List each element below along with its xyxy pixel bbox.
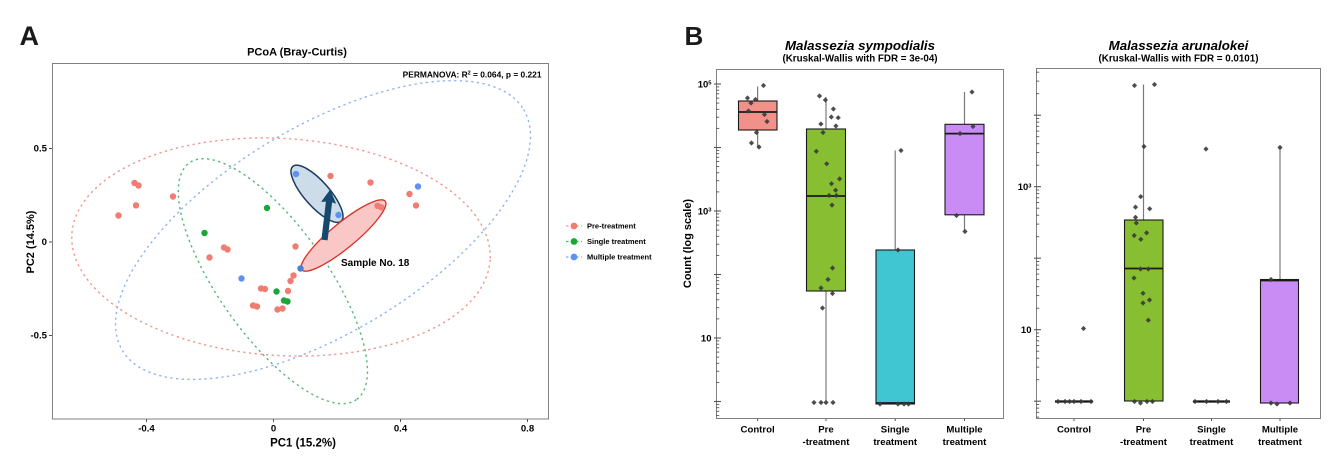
svg-text:PC1 (15.2%): PC1 (15.2%): [270, 438, 336, 450]
svg-text:0: 0: [42, 237, 47, 248]
svg-text:-treatment: -treatment: [1120, 437, 1168, 448]
svg-text:Pre: Pre: [1136, 425, 1151, 436]
svg-text:10: 10: [701, 333, 712, 344]
svg-text:Single: Single: [881, 425, 910, 436]
svg-text:Multiple: Multiple: [946, 425, 982, 436]
svg-text:A: A: [20, 21, 40, 51]
svg-text:0.5: 0.5: [34, 144, 48, 155]
svg-text:Count (log scale): Count (log scale): [682, 199, 694, 289]
svg-text:Control: Control: [741, 425, 775, 436]
svg-text:treatment: treatment: [1258, 437, 1303, 448]
svg-text:0.4: 0.4: [394, 424, 408, 435]
svg-text:PCoA (Bray-Curtis): PCoA (Bray-Curtis): [247, 47, 347, 59]
svg-text:103: 103: [1018, 182, 1033, 193]
svg-text:Multiple: Multiple: [1262, 425, 1298, 436]
svg-text:(Kruskal-Wallis with FDR = 0.0: (Kruskal-Wallis with FDR = 0.0101): [1099, 54, 1259, 65]
svg-text:Pre: Pre: [818, 425, 833, 436]
svg-text:(Kruskal-Wallis with FDR = 3e-: (Kruskal-Wallis with FDR = 3e-04): [782, 54, 937, 65]
svg-text:Multiple treatment: Multiple treatment: [587, 253, 652, 262]
svg-text:treatment: treatment: [943, 437, 988, 448]
svg-text:0.8: 0.8: [521, 424, 535, 435]
svg-text:Malassezia arunalokei: Malassezia arunalokei: [1109, 38, 1249, 53]
svg-text:PERMANOVA: R2 = 0.064, p = 0.2: PERMANOVA: R2 = 0.064, p = 0.221: [403, 70, 542, 80]
svg-text:-treatment: -treatment: [803, 437, 851, 448]
svg-text:Single treatment: Single treatment: [587, 237, 646, 246]
svg-text:Sample No. 18: Sample No. 18: [341, 258, 410, 269]
svg-text:treatment: treatment: [1190, 437, 1235, 448]
svg-text:-0.5: -0.5: [30, 331, 47, 342]
svg-text:PC2 (14.5%): PC2 (14.5%): [25, 210, 37, 273]
svg-text:Pre-treatment: Pre-treatment: [587, 222, 636, 231]
svg-text:10: 10: [1021, 325, 1032, 336]
svg-text:-0.4: -0.4: [138, 424, 155, 435]
svg-text:105: 105: [698, 79, 713, 90]
svg-text:Malassezia sympodialis: Malassezia sympodialis: [785, 38, 935, 53]
svg-text:0: 0: [271, 424, 276, 435]
svg-text:treatment: treatment: [873, 437, 918, 448]
svg-text:Control: Control: [1057, 425, 1091, 436]
svg-text:103: 103: [698, 206, 713, 217]
svg-text:B: B: [685, 21, 704, 51]
svg-text:Single: Single: [1197, 425, 1226, 436]
